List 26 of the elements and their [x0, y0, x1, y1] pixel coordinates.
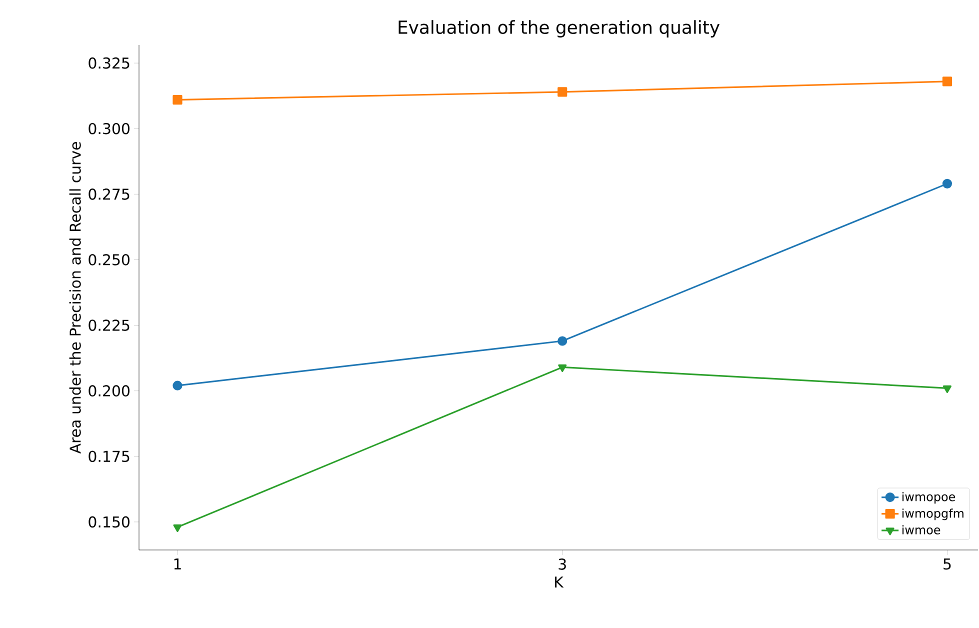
y-tick-label: 0.250 — [88, 254, 130, 266]
point — [942, 385, 952, 394]
legend-label: iwmoe — [902, 525, 940, 534]
point — [172, 380, 182, 390]
point — [558, 336, 568, 346]
point — [942, 178, 952, 188]
point — [558, 364, 567, 372]
legend-label: iwmopoe — [902, 492, 956, 504]
legend-label: iwmopgfm — [902, 508, 964, 520]
y-tick-label: 0.275 — [88, 188, 130, 200]
y-tick-label: 0.175 — [88, 450, 130, 462]
point — [172, 94, 182, 105]
chart-title: Evaluation of the generation quality — [398, 20, 720, 38]
y-tick-label: 0.150 — [88, 516, 130, 528]
x-tick-label: 3 — [558, 558, 566, 570]
y-tick-label: 0.325 — [88, 57, 130, 69]
y-tick-label: 0.300 — [88, 122, 130, 134]
point — [942, 76, 952, 86]
point — [558, 87, 568, 97]
point — [173, 524, 182, 532]
y-axis-title: Area under the Precision and Recall curve — [69, 142, 81, 454]
x-tick-label: 1 — [174, 558, 181, 570]
x-tick-label: 5 — [944, 558, 951, 570]
x-axis-title: K — [555, 576, 564, 588]
y-tick-label: 0.200 — [88, 385, 130, 396]
y-tick-label: 0.225 — [88, 320, 130, 331]
